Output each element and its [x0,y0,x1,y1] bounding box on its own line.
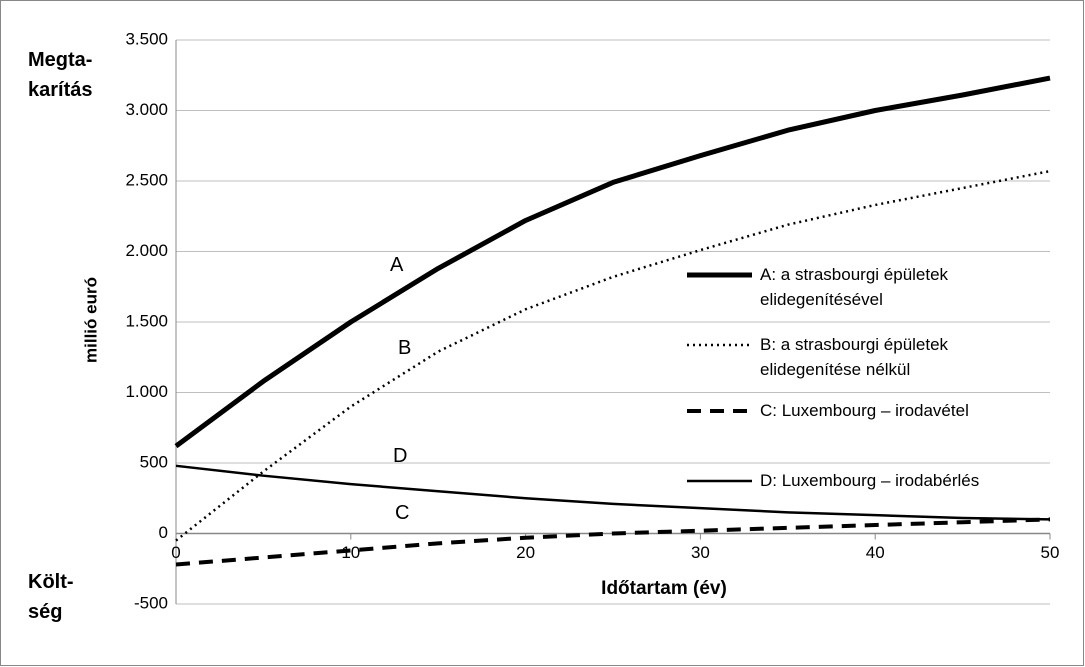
x-tick-label: 20 [516,543,535,562]
x-axis-label: Időtartam (év) [601,578,727,599]
y-tick-label: -500 [134,593,168,612]
y-tick-label: 3.000 [125,100,168,119]
x-tick-label: 0 [171,543,180,562]
side-label: Megta- karítás [28,49,93,101]
y-tick-label: 0 [159,523,168,542]
curve-label: A [390,254,404,276]
curve-label: D [393,445,408,467]
x-tick-label: 50 [1041,543,1060,562]
legend-label: B: a strasbourgi épületek elidegenítése … [760,335,949,379]
legend-label: D: Luxembourg – irodabérlés [760,471,980,490]
curve-label: B [398,337,412,359]
y-tick-label: 1.500 [125,311,168,330]
series-line [175,464,1051,521]
series-line [174,75,1051,449]
y-tick-label: 2.500 [125,170,168,189]
y-tick-label: 3.500 [125,29,168,48]
y-tick-label: 1.000 [125,382,168,401]
x-tick-label: 30 [691,543,710,562]
side-label: Költ- ség [28,571,74,623]
x-tick-label: 10 [341,543,360,562]
x-tick-label: 40 [866,543,885,562]
series-line [175,517,1051,567]
curve-label: C [395,502,410,524]
legend-label: C: Luxembourg – irodavétel [760,401,969,420]
y-axis-label: millió euró [81,277,100,363]
legend-label: A: a strasbourgi épületek elidegenítésév… [760,265,949,309]
y-tick-label: 2.000 [125,241,168,260]
y-tick-label: 500 [140,452,168,471]
